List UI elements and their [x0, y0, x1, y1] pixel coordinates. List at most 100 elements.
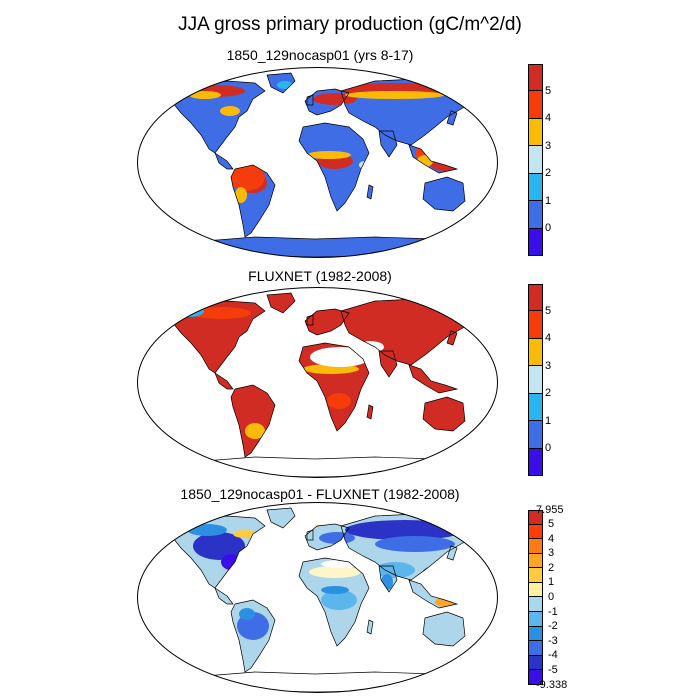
- antarctica-fill: [205, 672, 455, 692]
- coastline-uk: [306, 314, 314, 326]
- coastline-greenland: [266, 507, 296, 529]
- coastline-centralAmerica: [214, 372, 234, 390]
- value-patch: [313, 93, 357, 105]
- coastline-seAsia: [408, 364, 459, 394]
- value-patch: [307, 151, 351, 159]
- colorbar-tick-label: -1: [548, 605, 558, 618]
- coastline-japan: [446, 545, 458, 561]
- colorbar-segment: [528, 284, 543, 312]
- value-patch: [191, 307, 251, 319]
- coastline-newZealand: [473, 430, 482, 444]
- colorbar-tick-label: 5: [545, 304, 552, 317]
- colorbar-segment: [528, 582, 543, 598]
- coastline-northAmerica: [172, 300, 266, 374]
- value-patch: [311, 373, 355, 393]
- map-fluxnet: [137, 287, 498, 478]
- map-difference-content: [137, 502, 498, 693]
- coastline-newZealand: [473, 645, 482, 659]
- value-patch: [321, 590, 357, 610]
- colorbar-tick-label: 5: [548, 518, 555, 531]
- colorbar-tick-label: 3: [548, 547, 555, 560]
- coastline-seAsia: [408, 579, 459, 609]
- colorbar-segment: [528, 338, 543, 367]
- colorbar-tick-label: 2: [548, 561, 555, 574]
- coastline-europe: [304, 88, 350, 116]
- colorbar-segment: [528, 524, 543, 540]
- value-patch: [187, 524, 227, 536]
- colorbar-fluxnet: [528, 284, 543, 476]
- map-border: [137, 287, 498, 478]
- colorbar-difference: [528, 510, 543, 685]
- coastline-uk: [306, 94, 314, 106]
- panel-title-difference: 1850_129nocasp01 - FLUXNET (1982-2008): [180, 486, 460, 502]
- coastline-southAmerica: [230, 599, 276, 673]
- colorbar-tick-label: 0: [545, 222, 552, 235]
- colorbar-segment: [528, 228, 543, 256]
- colorbar-tick-label: -4: [548, 649, 558, 662]
- value-patch: [345, 91, 445, 99]
- coastline-newZealand: [473, 210, 482, 224]
- coastline-northAmerica: [172, 515, 266, 589]
- colorbar-segment: [528, 393, 543, 422]
- coastline-centralAmerica: [214, 152, 234, 170]
- colorbar-segment: [528, 91, 543, 119]
- coastline-india: [378, 130, 398, 158]
- value-patch: [239, 608, 255, 620]
- coastline-southAmerica: [230, 164, 276, 238]
- coastline-uk: [306, 529, 314, 541]
- colorbar-tick-label: 1: [545, 194, 552, 207]
- colorbar-segment: [528, 146, 543, 174]
- coastline-india: [378, 565, 398, 593]
- coastline-madagascar: [366, 184, 374, 200]
- value-patch: [375, 536, 455, 552]
- colorbar-segment: [528, 568, 543, 583]
- colorbar-segment: [528, 448, 543, 476]
- map-model-content: [137, 67, 498, 258]
- coastline-africa: [298, 342, 370, 432]
- map-border: [137, 502, 498, 693]
- colorbar-segment: [528, 173, 543, 202]
- value-patch: [321, 586, 349, 594]
- value-patch: [335, 305, 465, 337]
- map-border: [137, 67, 498, 258]
- coastline-japan: [446, 330, 458, 346]
- value-patch: [233, 530, 257, 538]
- coastline-greenland: [266, 72, 296, 94]
- value-patch: [375, 562, 415, 578]
- map-fluxnet-content: [137, 287, 498, 478]
- coastline-centralAmerica: [214, 587, 234, 605]
- value-patch: [327, 393, 351, 409]
- colorbar-tick-label: 2: [545, 387, 552, 400]
- value-patch: [319, 532, 355, 544]
- coastline-japan: [446, 110, 458, 126]
- colorbar-tick-label: 0: [548, 591, 555, 603]
- colorbar-tick-label: 1: [545, 414, 552, 427]
- coastline-africa: [298, 122, 370, 212]
- antarctica-fill: [205, 237, 455, 257]
- colorbar-segment: [528, 553, 543, 569]
- coastline-greenland: [266, 292, 296, 314]
- coastline-madagascar: [366, 619, 374, 635]
- colorbar-segment: [528, 626, 543, 642]
- colorbar-segment: [528, 597, 543, 613]
- colorbar-tick-label: 4: [545, 332, 552, 345]
- coastline-europe: [304, 308, 350, 336]
- colorbar-segment: [528, 539, 543, 554]
- panel-title-model: 1850_129nocasp01 (yrs 8-17): [226, 47, 414, 63]
- colorbar-segment: [528, 201, 543, 229]
- colorbar-tick-label: 5: [545, 84, 552, 97]
- value-patch: [311, 313, 359, 329]
- colorbar-segment: [528, 118, 543, 147]
- colorbar-tick-label: 3: [545, 359, 552, 372]
- colorbar-segment: [528, 655, 543, 671]
- colorbar-segment: [528, 510, 543, 525]
- colorbar-segment: [528, 64, 543, 92]
- value-patch: [229, 163, 265, 191]
- colorbar-segment: [528, 612, 543, 627]
- value-patch: [235, 187, 247, 203]
- map-difference: [137, 502, 498, 693]
- value-patch: [189, 91, 221, 99]
- coastline-australia: [422, 176, 466, 212]
- colorbar-tick-label: -3: [548, 634, 558, 647]
- colorbar-segment: [528, 421, 543, 449]
